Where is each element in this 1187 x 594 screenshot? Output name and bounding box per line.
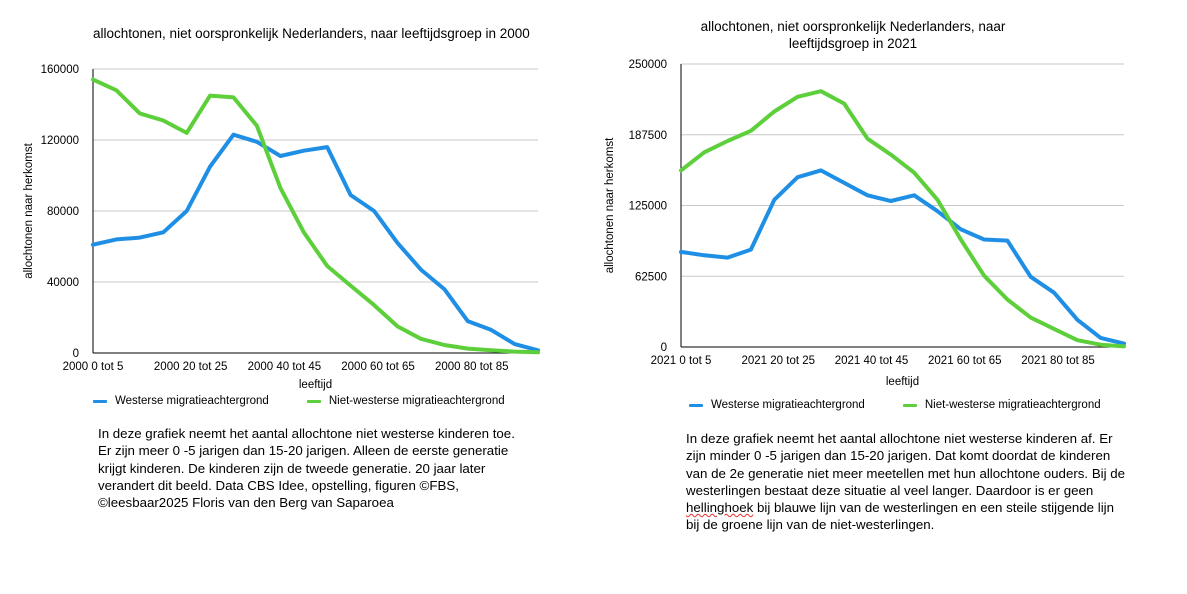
chart-title: allochtonen, niet oorspronkelijk Nederla… [700, 19, 1006, 51]
chart-panel-2021: allochtonen, niet oorspronkelijk Nederla… [593, 0, 1187, 594]
x-axis-title: leeftijd [886, 376, 919, 388]
y-tick-label: 0 [73, 348, 79, 360]
legend-swatch-green [902, 403, 917, 407]
chart-panel-2000: allochtonen, niet oorspronkelijk Nederla… [0, 0, 590, 594]
y-tick-label: 0 [661, 342, 667, 354]
legend-swatch-blue [93, 399, 107, 403]
x-tick-label: 2021 80 tot 85 [1021, 355, 1095, 367]
note-text: In deze grafiek neemt het aantal allocht… [686, 431, 1126, 498]
x-tick-label: 2021 20 tot 25 [741, 355, 815, 367]
y-tick-label: 160000 [41, 64, 79, 76]
note-misspelled-word: hellinghoek [686, 500, 754, 516]
y-tick-label: 125000 [629, 201, 667, 213]
chart-legend: Westerse migratieachtergrond Niet-wester… [689, 399, 1101, 411]
legend-label: Niet-westerse migratieachtergrond [924, 399, 1101, 411]
chart-legend: Westerse migratieachtergrond Niet-wester… [93, 395, 505, 407]
note-text: bij blauwe lijn van de westerlingen en e… [686, 500, 1115, 533]
series-line-niet-westerse [91, 77, 540, 355]
x-tick-label: 2021 0 tot 5 [651, 355, 712, 367]
x-tick-label: 2021 40 tot 45 [835, 355, 909, 367]
series-line-westerse [91, 132, 540, 353]
chart-note: In deze grafiek neemt het aantal allocht… [686, 430, 1126, 534]
legend-item-westers: Westerse migratieachtergrond [93, 395, 269, 407]
x-tick-label: 2000 20 tot 25 [154, 361, 228, 373]
y-tick-label: 80000 [47, 206, 79, 218]
y-tick-label: 250000 [629, 59, 667, 71]
x-tick-label: 2000 60 tot 65 [341, 361, 415, 373]
legend-label: Westerse migratieachtergrond [711, 399, 865, 411]
series-line-westerse [679, 168, 1126, 346]
x-tick-label: 2000 80 tot 85 [435, 361, 509, 373]
chart-title: allochtonen, niet oorspronkelijk Nederla… [93, 26, 530, 41]
x-tick-label: 2000 40 tot 45 [248, 361, 322, 373]
series-line-niet-westerse [679, 89, 1126, 349]
x-axis-title: leeftijd [299, 379, 332, 391]
legend-item-westers: Westerse migratieachtergrond [689, 399, 865, 411]
y-axis-title: allochtonen naar herkomst [604, 137, 616, 273]
legend-label: Westerse migratieachtergrond [115, 395, 269, 407]
legend-swatch-green [306, 399, 321, 403]
legend-swatch-blue [689, 403, 703, 407]
y-tick-label: 40000 [47, 277, 79, 289]
legend-item-niet-westers: Niet-westerse migratieachtergrond [902, 399, 1101, 411]
line-chart-2021: 0 62500 125000 187500 250000 2021 0 tot 5 2021… [604, 59, 1126, 388]
y-axis-title: allochtonen naar herkomst [23, 142, 35, 278]
y-tick-label: 187500 [629, 130, 667, 142]
y-tick-label: 120000 [41, 135, 79, 147]
legend-item-niet-westers: Niet-westerse migratieachtergrond [306, 395, 505, 407]
x-tick-label: 2000 0 tot 5 [63, 361, 124, 373]
legend-label: Niet-westerse migratieachtergrond [328, 395, 505, 407]
x-tick-label: 2021 60 tot 65 [928, 355, 1002, 367]
chart-note: In deze grafiek neemt het aantal allocht… [98, 426, 515, 511]
y-tick-label: 62500 [635, 271, 667, 283]
line-chart-2000: 0 40000 80000 120000 160000 2000 0 tot 5 2000 … [23, 64, 540, 391]
